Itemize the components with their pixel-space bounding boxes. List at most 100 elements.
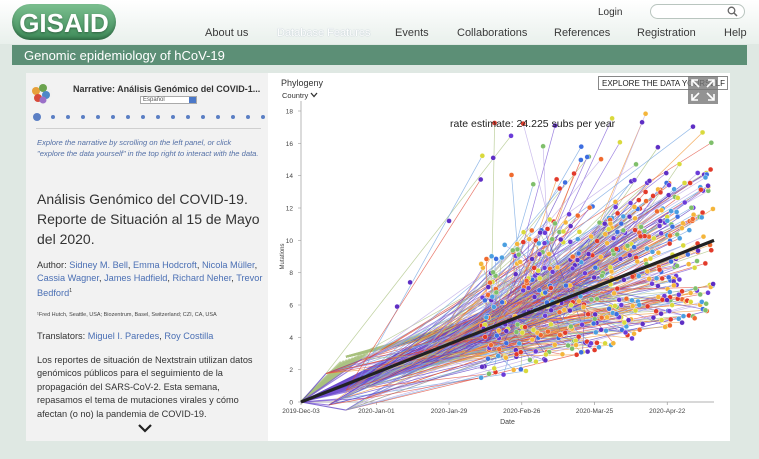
login-link[interactable]: Login [598, 7, 623, 18]
tip-point[interactable] [508, 133, 514, 139]
tip-point[interactable] [674, 214, 681, 220]
tip-point[interactable] [685, 261, 692, 267]
tip-point[interactable] [580, 304, 587, 310]
tip-point[interactable] [617, 139, 623, 145]
tip-point[interactable] [686, 227, 692, 233]
tip-point[interactable] [552, 122, 558, 129]
tip-point[interactable] [616, 297, 622, 303]
nav-database-features[interactable]: Database Features [277, 27, 371, 39]
tip-point[interactable] [501, 242, 508, 248]
tip-point[interactable] [536, 251, 543, 257]
tip-point[interactable] [666, 182, 672, 188]
tip-point[interactable] [631, 244, 637, 250]
tip-point[interactable] [695, 170, 701, 176]
tip-point[interactable] [610, 340, 617, 346]
tip-point[interactable] [585, 311, 591, 317]
tip-point[interactable] [676, 292, 682, 298]
tip-point[interactable] [491, 365, 497, 372]
tip-point[interactable] [675, 195, 681, 201]
tip-point[interactable] [667, 322, 673, 329]
tip-point[interactable] [543, 351, 549, 358]
nav-collaborations[interactable]: Collaborations [457, 27, 528, 39]
tip-point[interactable] [530, 327, 537, 333]
tip-point[interactable] [520, 239, 526, 245]
tip-point[interactable] [612, 303, 618, 309]
tip-point[interactable] [703, 301, 709, 307]
narrative-sidebar[interactable]: Narrative: Análisis Genómico del COVID-1… [26, 73, 268, 441]
translator-link[interactable]: Miguel I. Paredes [87, 331, 160, 341]
tip-point[interactable] [548, 307, 554, 314]
slide-dot[interactable] [141, 115, 145, 119]
tip-point[interactable] [588, 296, 595, 303]
tip-point[interactable] [495, 353, 501, 359]
tip-point[interactable] [557, 185, 563, 192]
tip-point[interactable] [533, 358, 539, 365]
slide-dot[interactable] [81, 115, 85, 119]
tip-point[interactable] [522, 324, 528, 330]
tip-point[interactable] [664, 297, 670, 303]
tip-point[interactable] [639, 119, 645, 125]
tip-point[interactable] [620, 213, 627, 220]
tip-point[interactable] [607, 220, 614, 227]
tip-point[interactable] [566, 211, 572, 217]
tip-point[interactable] [558, 236, 564, 243]
tip-point[interactable] [690, 123, 696, 130]
tip-point[interactable] [622, 329, 629, 336]
tip-point[interactable] [552, 220, 558, 227]
tip-point[interactable] [699, 209, 706, 216]
tip-point[interactable] [650, 193, 656, 199]
tip-point[interactable] [394, 303, 400, 310]
tip-point[interactable] [646, 178, 653, 184]
tip-point[interactable] [569, 345, 575, 352]
tip-point[interactable] [598, 314, 605, 321]
tip-point[interactable] [590, 320, 597, 327]
tip-point[interactable] [667, 232, 673, 239]
tip-point[interactable] [536, 287, 542, 293]
tip-point[interactable] [606, 306, 612, 312]
tip-point[interactable] [478, 176, 484, 183]
tip-point[interactable] [679, 319, 685, 326]
tip-point[interactable] [687, 290, 694, 296]
language-select[interactable]: Español [140, 96, 197, 104]
tip-point[interactable] [520, 229, 527, 235]
tip-point[interactable] [541, 265, 548, 271]
tip-point[interactable] [578, 143, 584, 150]
tip-point[interactable] [518, 349, 524, 355]
tip-point[interactable] [629, 297, 635, 304]
tip-point[interactable] [655, 250, 662, 256]
tip-point[interactable] [562, 219, 569, 226]
tip-point[interactable] [647, 255, 654, 262]
tip-point[interactable] [630, 303, 636, 309]
tip-point[interactable] [675, 316, 682, 322]
tip-point[interactable] [636, 197, 642, 203]
tip-point[interactable] [698, 187, 704, 193]
tip-point[interactable] [665, 192, 672, 198]
tip-point[interactable] [493, 289, 500, 296]
tip-point[interactable] [537, 229, 543, 236]
tip-point[interactable] [614, 285, 621, 292]
tip-point[interactable] [692, 285, 699, 292]
tip-point[interactable] [549, 236, 555, 242]
tip-point[interactable] [559, 351, 566, 357]
tip-point[interactable] [612, 204, 619, 210]
tip-point[interactable] [523, 278, 530, 284]
tip-point[interactable] [488, 342, 494, 348]
tip-point[interactable] [702, 260, 709, 267]
tip-point[interactable] [478, 375, 484, 381]
tip-point[interactable] [520, 287, 526, 294]
tip-point[interactable] [554, 264, 561, 271]
tip-point[interactable] [625, 317, 632, 323]
tip-point[interactable] [512, 271, 519, 277]
tip-point[interactable] [500, 371, 507, 378]
tip-point[interactable] [655, 283, 661, 289]
tip-point[interactable] [570, 253, 576, 260]
tip-point[interactable] [533, 348, 539, 355]
tip-point[interactable] [479, 364, 485, 370]
tip-point[interactable] [682, 199, 688, 206]
tip-point[interactable] [702, 174, 709, 181]
author-link[interactable]: Sidney M. Bell [69, 260, 128, 270]
nav-registration[interactable]: Registration [637, 27, 696, 39]
tip-point[interactable] [579, 321, 585, 328]
slide-dot[interactable] [216, 115, 220, 119]
author-link[interactable]: Nicola Müller [201, 260, 255, 270]
